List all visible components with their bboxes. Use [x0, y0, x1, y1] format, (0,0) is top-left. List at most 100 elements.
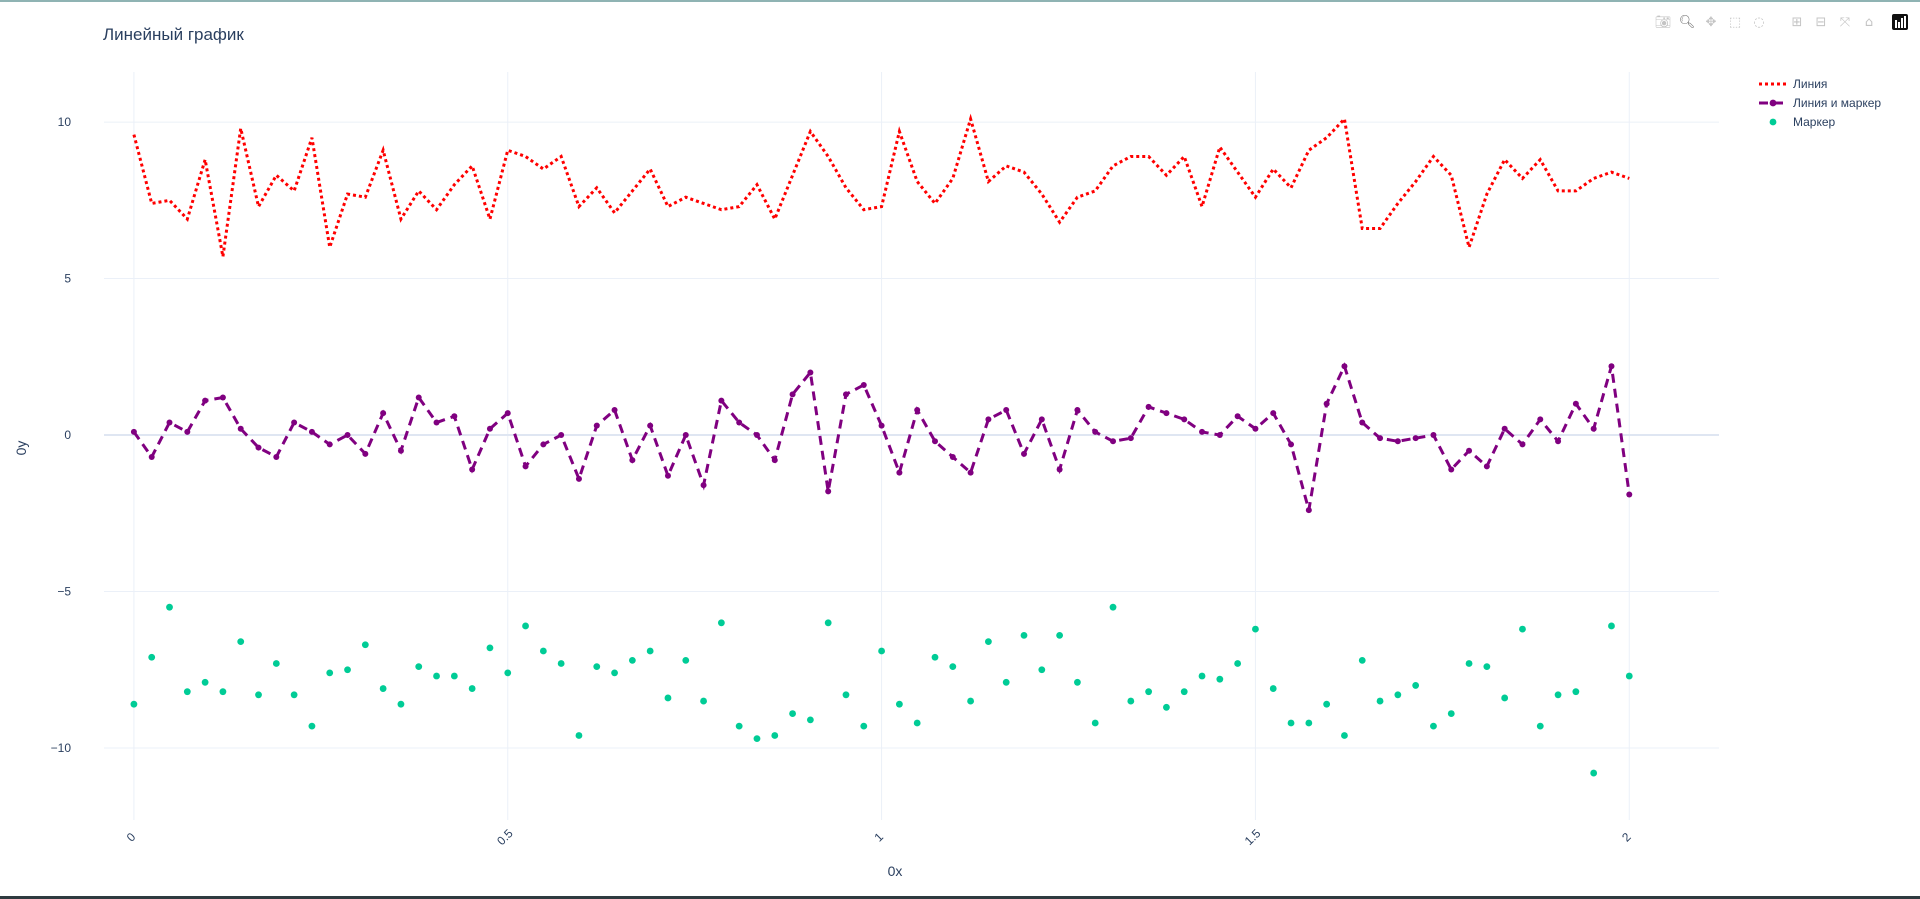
- data-point: [860, 381, 867, 388]
- pan-icon[interactable]: ✥: [1705, 14, 1717, 30]
- data-point: [664, 472, 671, 479]
- data-point: [1430, 722, 1437, 730]
- legend-item: Маркер: [1769, 115, 1836, 129]
- data-point: [825, 488, 832, 495]
- data-point: [682, 656, 690, 664]
- data-point: [237, 425, 244, 432]
- data-point: [326, 669, 334, 677]
- data-point: [1056, 631, 1064, 639]
- x-tick-label: 2: [1619, 830, 1634, 845]
- data-point: [1038, 416, 1045, 423]
- data-point: [1234, 660, 1242, 667]
- data-point: [807, 369, 814, 376]
- data-point: [1163, 410, 1170, 417]
- data-point: [184, 428, 191, 435]
- data-point: [806, 716, 814, 724]
- data-point: [1002, 678, 1010, 686]
- data-point: [931, 653, 939, 661]
- data-point: [415, 663, 423, 671]
- data-point: [1216, 675, 1224, 683]
- grid-lines: [104, 72, 1719, 820]
- data-point: [1003, 407, 1010, 414]
- data-point: [539, 647, 547, 655]
- data-point: [1198, 672, 1206, 680]
- data-point: [486, 644, 494, 652]
- data-point: [1555, 438, 1562, 445]
- data-point: [1590, 769, 1598, 777]
- data-point: [1608, 363, 1615, 370]
- data-point: [771, 457, 778, 464]
- data-point: [1359, 419, 1366, 426]
- data-point: [1608, 622, 1615, 630]
- box-select-icon[interactable]: ⬚: [1728, 14, 1742, 30]
- data-point: [1091, 719, 1099, 727]
- data-point: [237, 638, 245, 646]
- legend-item: Линия: [1759, 77, 1827, 91]
- data-point: [1199, 428, 1206, 435]
- legend-label: Линия и маркер: [1793, 96, 1881, 110]
- data-point: [967, 469, 974, 476]
- zoom-out-icon[interactable]: ⊟: [1815, 14, 1827, 30]
- data-point: [700, 697, 707, 705]
- data-point: [1447, 710, 1455, 717]
- data-point: [1270, 410, 1277, 417]
- data-point: [575, 732, 583, 739]
- y-axis-title: 0y: [13, 441, 29, 456]
- data-point: [1074, 407, 1081, 414]
- data-point: [344, 432, 351, 439]
- data-point: [1305, 719, 1313, 727]
- data-point: [860, 722, 868, 730]
- data-point: [1430, 432, 1437, 439]
- data-point: [1537, 416, 1544, 423]
- data-point: [504, 669, 512, 677]
- data-point: [1021, 450, 1028, 457]
- data-point: [842, 691, 850, 699]
- data-point: [735, 722, 743, 730]
- data-point: [1074, 678, 1081, 686]
- series-line: [132, 113, 1630, 257]
- data-point: [522, 463, 529, 470]
- camera-icon[interactable]: 📷︎: [1654, 14, 1672, 30]
- data-point: [1287, 719, 1295, 727]
- data-point: [629, 457, 636, 464]
- data-point: [611, 669, 618, 677]
- data-point: [593, 663, 601, 671]
- data-point: [1519, 625, 1526, 633]
- lasso-icon[interactable]: ◌: [1753, 14, 1765, 30]
- data-point: [789, 710, 796, 717]
- window-bottom-border: [0, 896, 1920, 899]
- data-point: [1252, 625, 1259, 633]
- data-point: [166, 603, 173, 611]
- data-point: [415, 394, 422, 401]
- chart-title: Линейный график: [103, 25, 244, 44]
- data-point: [682, 432, 689, 439]
- legend-item: Линия и маркер: [1759, 96, 1881, 110]
- data-point: [1180, 688, 1188, 696]
- data-point: [1163, 703, 1170, 711]
- zoom-in-icon[interactable]: ⊞: [1791, 14, 1803, 30]
- autoscale-icon[interactable]: ⤧: [1839, 14, 1851, 30]
- data-point: [380, 410, 387, 417]
- data-point: [753, 432, 760, 439]
- plotly-logo-icon[interactable]: [1892, 14, 1908, 30]
- data-point: [718, 397, 725, 404]
- data-point: [1483, 663, 1491, 671]
- data-point: [255, 444, 262, 451]
- data-point: [1234, 413, 1241, 420]
- data-point: [1412, 682, 1420, 689]
- data-point: [397, 447, 404, 454]
- data-point: [557, 660, 565, 667]
- zoom-icon[interactable]: 🔍︎: [1678, 14, 1696, 30]
- data-point: [291, 419, 298, 426]
- data-point: [1127, 435, 1134, 442]
- data-point: [130, 700, 138, 708]
- data-point: [361, 641, 369, 649]
- x-tick-label: 1: [871, 830, 886, 845]
- data-point: [255, 691, 262, 699]
- data-point: [1269, 685, 1277, 692]
- home-icon[interactable]: ⌂: [1864, 14, 1874, 30]
- data-point: [219, 688, 227, 696]
- data-point: [1377, 435, 1384, 442]
- data-point: [753, 735, 761, 743]
- data-point: [1376, 697, 1384, 705]
